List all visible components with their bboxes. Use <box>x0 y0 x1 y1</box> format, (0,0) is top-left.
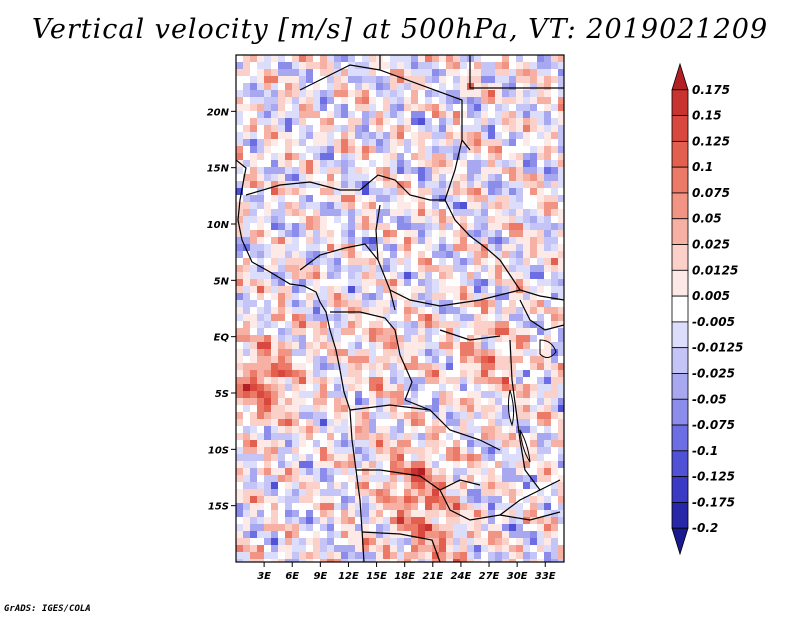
colorbar-swatch <box>671 244 689 271</box>
colorbar-label: 0.075 <box>692 186 730 200</box>
lat-label: 15N <box>207 164 230 175</box>
colorbar-label: 0.05 <box>692 212 722 226</box>
lat-label: 5N <box>214 276 230 287</box>
colorbar-label: -0.175 <box>692 495 735 509</box>
chart-title: Vertical velocity [m/s] at 500hPa, VT: 2… <box>31 14 769 45</box>
colorbar-swatch <box>671 140 689 168</box>
colorbar-label: -0.1 <box>692 444 718 458</box>
colorbar-label: 0.175 <box>692 83 730 97</box>
lat-label: EQ <box>214 333 230 344</box>
colorbar-swatch <box>671 424 689 452</box>
colorbar-swatch <box>671 89 689 116</box>
colorbar-swatch <box>671 218 689 245</box>
colorbar-swatch <box>671 115 689 142</box>
colorbar-swatch <box>671 62 689 91</box>
colorbar-labels: 0.175 0.15 0.125 0.1 0.075 0.05 0.025 0.0125 0.0… <box>692 83 743 535</box>
colorbar-label: 0.15 <box>692 109 722 123</box>
lon-label: 6E <box>285 571 299 582</box>
colorbar-swatch <box>671 347 689 374</box>
colorbar-label: -0.005 <box>692 315 735 329</box>
map-figure: 20N 15N 10N 5N EQ 5S 10S 15S 3E 6E 9E 12E 15E 18E 21E… <box>207 54 743 582</box>
colorbar-label: -0.0125 <box>692 341 743 355</box>
lon-label: 18E <box>394 571 415 582</box>
colorbar-label: 0.0125 <box>692 263 738 277</box>
latitude-labels: 20N 15N 10N 5N EQ 5S 10S 15S <box>207 107 236 513</box>
colorbar-label: -0.05 <box>692 392 727 406</box>
lon-label: 27E <box>479 571 500 582</box>
lon-label: 12E <box>338 571 359 582</box>
colorbar-label: 0.1 <box>692 160 713 174</box>
grads-credit: GrADS: IGES/COLA <box>4 604 91 614</box>
colorbar-label: 0.125 <box>692 134 730 148</box>
longitude-labels: 3E 6E 9E 12E 15E 18E 21E 24E 27E 30E 33E <box>257 562 556 582</box>
lon-label: 9E <box>313 571 327 582</box>
colorbar-swatch <box>671 527 689 556</box>
lat-label: 15S <box>208 502 229 513</box>
map-frame <box>235 54 565 563</box>
colorbar-swatch <box>671 192 689 220</box>
colorbar-swatch <box>671 450 689 478</box>
colorbar-swatch <box>671 476 689 503</box>
colorbar-label: -0.2 <box>692 521 718 535</box>
vertical-velocity-field <box>236 55 564 562</box>
colorbar-swatch <box>671 295 689 323</box>
colorbar-label: 0.025 <box>692 238 730 252</box>
colorbar-swatch <box>671 373 689 400</box>
lon-label: 21E <box>422 571 443 582</box>
lon-label: 24E <box>451 571 472 582</box>
colorbar-label: -0.025 <box>692 366 735 380</box>
lat-label: 10N <box>207 220 230 231</box>
colorbar-label: -0.125 <box>692 470 735 484</box>
colorbar-swatch <box>671 269 689 297</box>
lat-label: 10S <box>208 445 229 456</box>
lon-label: 33E <box>535 571 556 582</box>
lat-label: 20N <box>207 107 230 118</box>
country-borders <box>236 55 564 562</box>
colorbar <box>671 62 689 556</box>
colorbar-swatch <box>671 398 689 426</box>
colorbar-label: -0.075 <box>692 418 735 432</box>
colorbar-swatch <box>671 502 689 529</box>
lon-label: 30E <box>507 571 528 582</box>
colorbar-label: 0.005 <box>692 289 730 303</box>
lon-label: 15E <box>366 571 387 582</box>
colorbar-swatch <box>671 166 689 194</box>
colorbar-swatch <box>671 321 689 349</box>
lat-label: 5S <box>215 389 229 400</box>
lon-label: 3E <box>257 571 271 582</box>
